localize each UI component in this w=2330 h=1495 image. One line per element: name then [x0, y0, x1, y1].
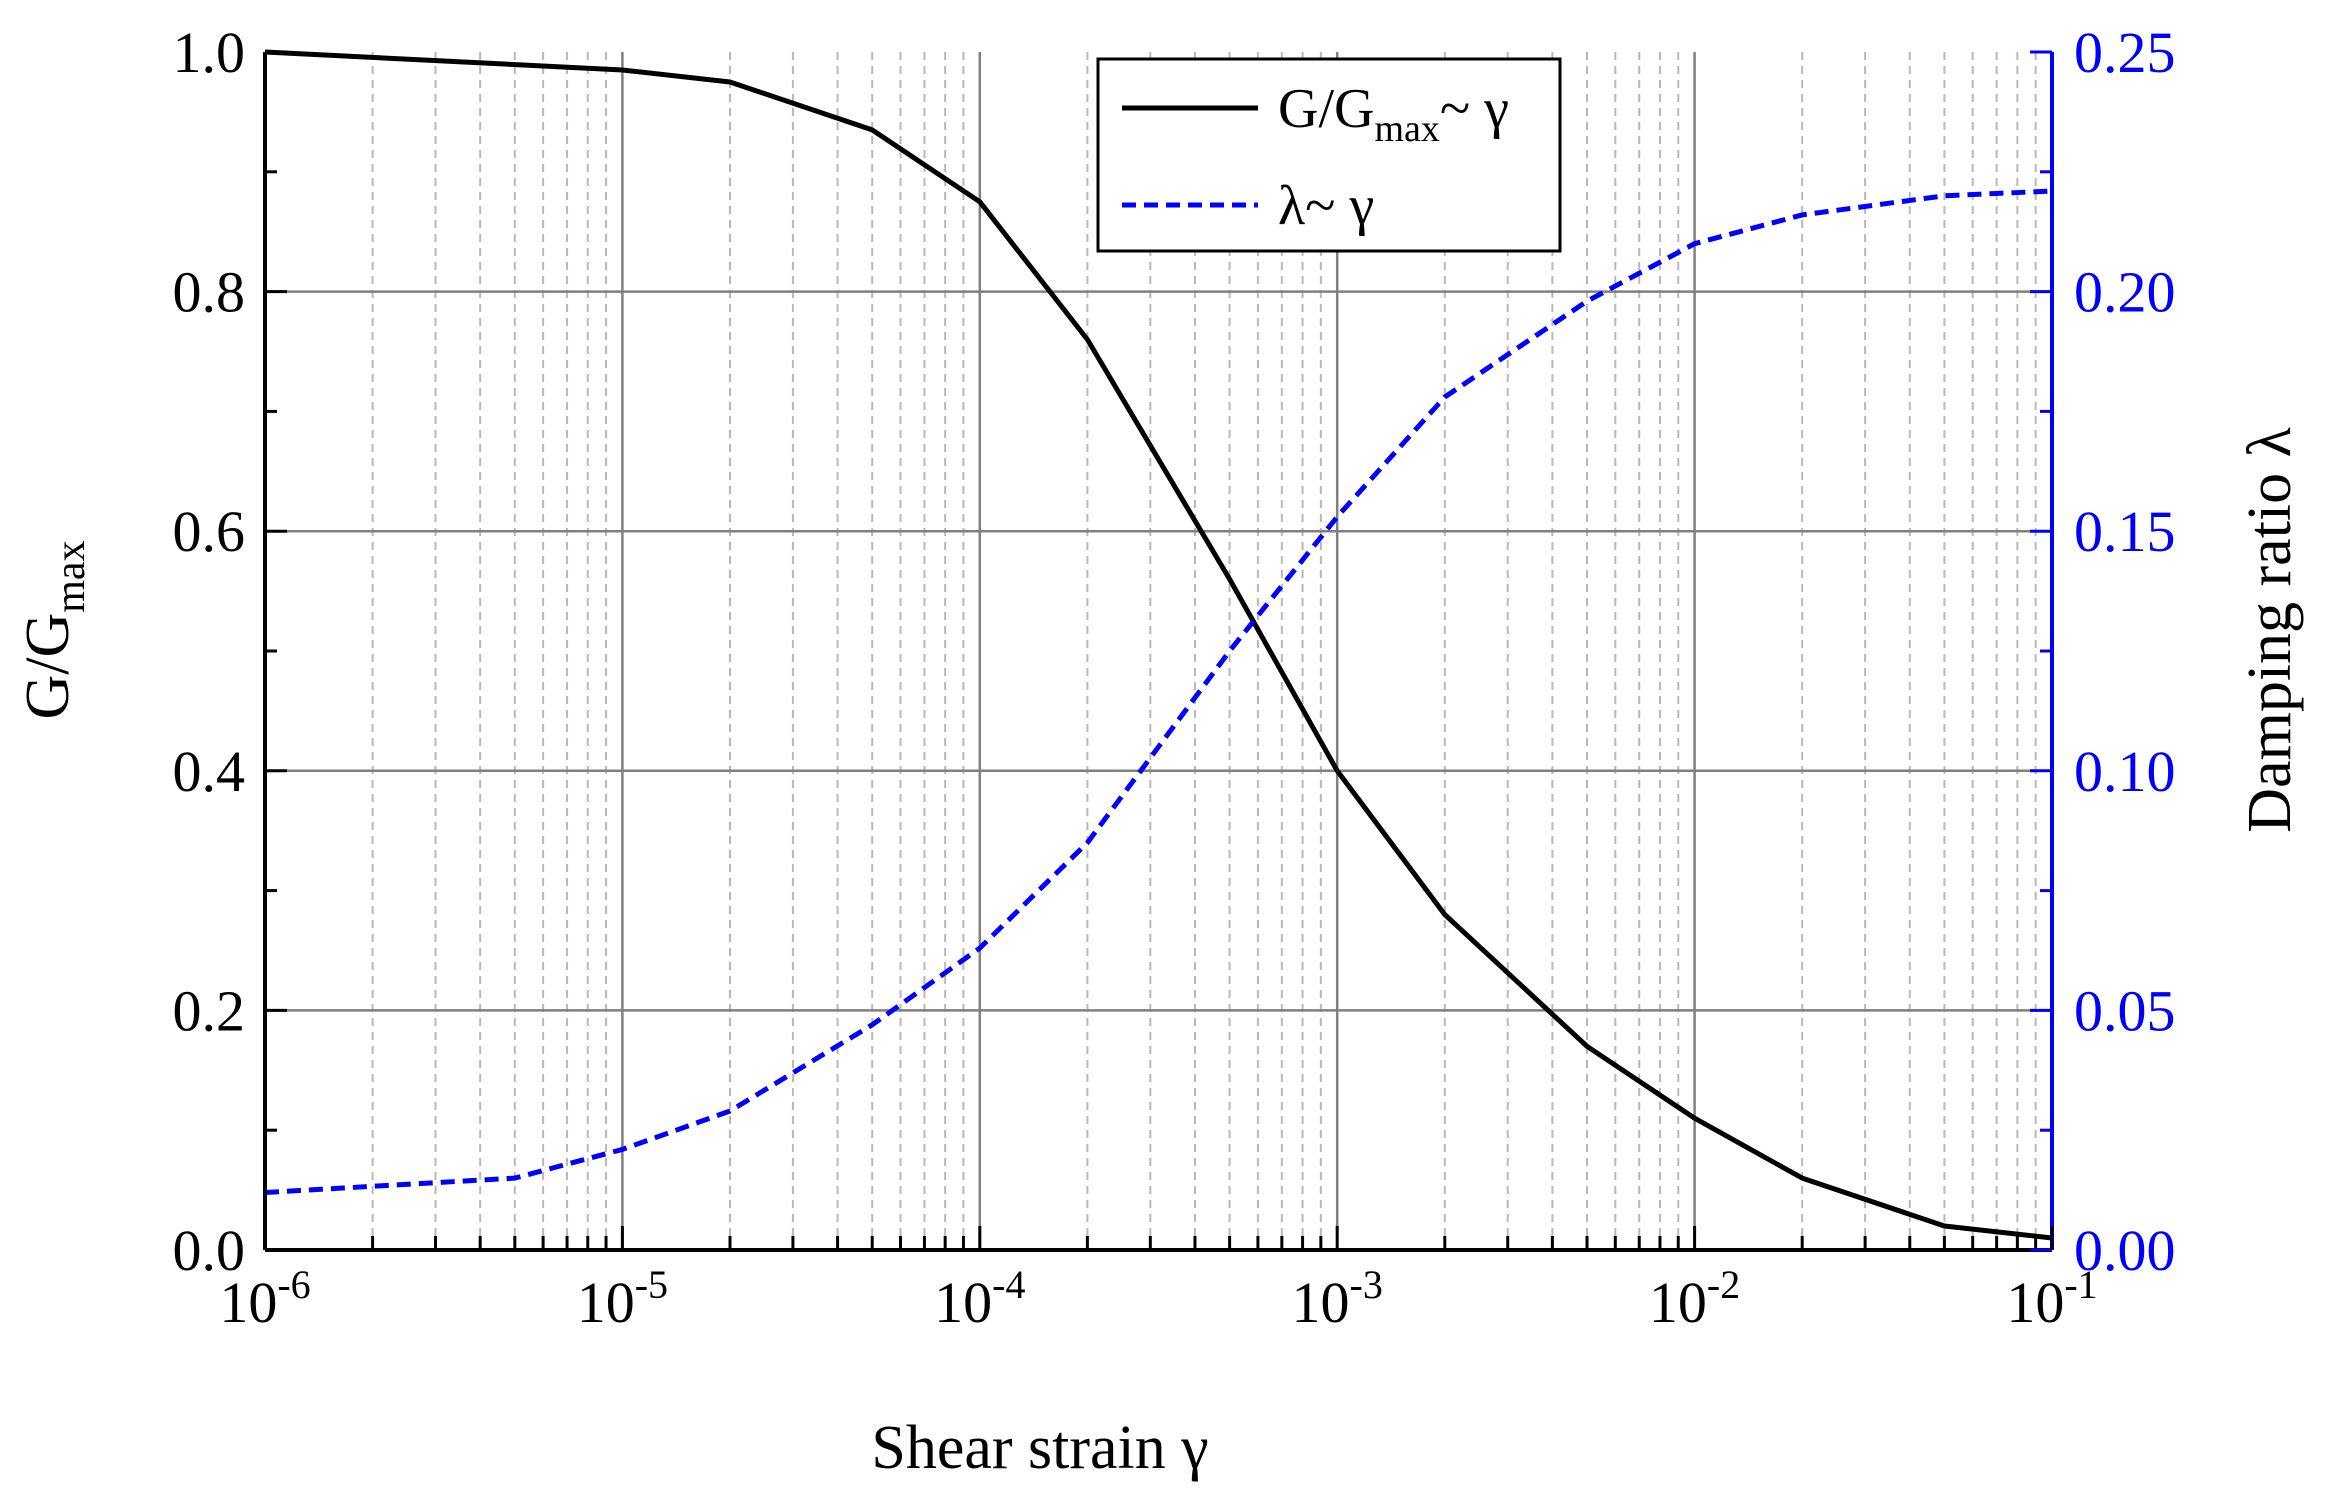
y-left-tick-label: 1.0 — [173, 20, 246, 85]
x-tick-label-base: 10 — [1292, 1270, 1350, 1335]
y-axis-right-title: Damping ratio λ — [2236, 427, 2304, 832]
series-line-gmax — [264, 49, 2053, 1241]
legend: G/Gmax~ γ λ~ γ — [1096, 57, 1562, 253]
x-tick-label: 10-1 — [2006, 1262, 2097, 1335]
y-left-tick-label: 0.6 — [173, 499, 246, 564]
x-tick-label: 10-5 — [577, 1262, 668, 1335]
y-right-tick-label: 0.15 — [2074, 499, 2176, 564]
x-tick-label: 10-4 — [934, 1262, 1025, 1335]
y-left-tick-label: 0.4 — [173, 739, 246, 804]
x-tick-label: 10-6 — [219, 1262, 310, 1335]
legend-label-gmax-tail: ~ γ — [1440, 78, 1509, 140]
y-right-tick-label: 0.10 — [2074, 739, 2176, 804]
x-axis-title: Shear strain γ — [871, 1414, 1208, 1482]
y-right-tick-label: 0.05 — [2074, 978, 2176, 1043]
x-tick-label-exponent: -1 — [2064, 1262, 2097, 1307]
tick-labels: 0.0 0.2 0.4 0.6 0.8 1.0 0.00 0.05 0.10 0.15 0.20 0.… — [173, 20, 2176, 1335]
y-right-tick-label: 0.00 — [2074, 1218, 2176, 1283]
series-lines — [264, 49, 2053, 1241]
x-tick-label-exponent: -2 — [1707, 1262, 1740, 1307]
legend-label-damping: λ~ γ — [1278, 175, 1374, 237]
legend-label-gmax-sub: max — [1374, 108, 1439, 150]
x-tick-label-base: 10 — [1649, 1270, 1707, 1335]
x-tick-label-exponent: -4 — [992, 1262, 1025, 1307]
y-left-tick-label: 0.2 — [173, 978, 246, 1043]
x-tick-label: 10-3 — [1292, 1262, 1383, 1335]
legend-label-gmax-main: G/G — [1278, 78, 1374, 140]
x-tick-label-exponent: -3 — [1350, 1262, 1383, 1307]
series-line-damping — [264, 188, 2053, 1195]
y-axis-left-title-sub: max — [48, 540, 94, 612]
y-axis-left-title: G/Gmax — [14, 540, 94, 719]
x-tick-label: 10-2 — [1649, 1262, 1740, 1335]
y-left-tick-label: 0.8 — [173, 260, 246, 325]
x-tick-label-exponent: -6 — [277, 1262, 310, 1307]
x-tick-label-exponent: -5 — [635, 1262, 668, 1307]
axes — [263, 50, 2054, 1252]
legend-box — [1096, 57, 1562, 253]
y-axis-left-title-main: G/G — [14, 613, 82, 720]
y-right-tick-label: 0.25 — [2074, 20, 2176, 85]
y-left-tick-label: 0.0 — [173, 1218, 246, 1283]
legend-label-gmax: G/Gmax~ γ — [1278, 78, 1509, 150]
x-tick-label-base: 10 — [934, 1270, 992, 1335]
x-tick-label-base: 10 — [577, 1270, 635, 1335]
y-right-tick-label: 0.20 — [2074, 260, 2176, 325]
x-tick-label-base: 10 — [219, 1270, 277, 1335]
x-tick-label-base: 10 — [2006, 1270, 2064, 1335]
